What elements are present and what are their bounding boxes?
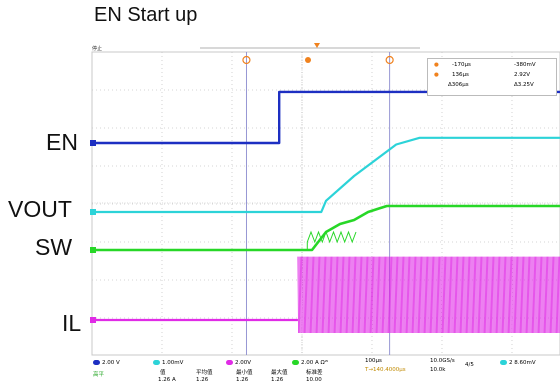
page-title: EN Start up bbox=[94, 4, 198, 26]
ch4-marker bbox=[90, 247, 96, 253]
stat-header-2: 最小值 bbox=[236, 370, 253, 376]
ch1-scale[interactable]: 2.00 V bbox=[93, 360, 120, 366]
trace-SW-ringing bbox=[306, 230, 357, 251]
record-length: 10.0k bbox=[430, 367, 446, 373]
trigger-chip bbox=[500, 360, 507, 365]
stat-header-4: 标准差 bbox=[306, 370, 323, 376]
trigger-time: T→140.4000μs bbox=[365, 367, 406, 373]
stat-header-3: 最大值 bbox=[271, 370, 288, 376]
ch3-chip bbox=[226, 360, 233, 365]
trace-EN bbox=[92, 90, 560, 145]
readout-line3-right: Δ3.25V bbox=[514, 82, 534, 88]
label-il: IL bbox=[62, 310, 82, 336]
ch2-scale-text: 1.00mV bbox=[162, 360, 184, 366]
cursor-marker-2 bbox=[385, 55, 394, 65]
ch4-scale[interactable]: 2.00 A Ωᵂ bbox=[292, 360, 328, 366]
trigger-channel: 2 bbox=[509, 360, 513, 366]
ch4-scale-text: 2.00 A Ωᵂ bbox=[301, 360, 329, 366]
ch1-scale-text: 2.00 V bbox=[102, 360, 120, 366]
stat-value-1: 1.26 bbox=[196, 377, 209, 383]
status-text: 停止 bbox=[92, 46, 103, 52]
ch1-chip bbox=[93, 360, 100, 365]
stat-value-4: 10.00 bbox=[306, 377, 322, 383]
stat-value-0: 1.26 A bbox=[158, 377, 176, 383]
trigger-setting[interactable]: 2 8.60mV bbox=[500, 360, 536, 366]
ch4-chip bbox=[292, 360, 299, 365]
traces bbox=[92, 90, 560, 334]
timebase[interactable]: 100μs bbox=[365, 358, 382, 364]
cursor-marker-1 bbox=[242, 55, 251, 65]
ch3-scale-text: 2.00V bbox=[235, 360, 252, 366]
channel-markers bbox=[90, 140, 96, 323]
top-markers bbox=[200, 43, 420, 65]
stat-value-3: 1.26 bbox=[271, 377, 284, 383]
cursor-a-marker: ● bbox=[434, 62, 439, 68]
acq-points: 4/5 bbox=[465, 362, 474, 368]
stat-header-0: 值 bbox=[160, 370, 166, 376]
ch2-chip bbox=[153, 360, 160, 365]
trigger-arrow-icon bbox=[314, 43, 320, 48]
label-vout: VOUT bbox=[8, 196, 72, 222]
cursor-readout: ● -170μs -380mV ● 136μs 2.92V Δ306μs Δ3.… bbox=[427, 58, 557, 96]
trace-SW bbox=[92, 204, 560, 252]
ch1-marker bbox=[90, 140, 96, 146]
trace-VOUT bbox=[92, 136, 560, 214]
ch2-scale[interactable]: 1.00mV bbox=[153, 360, 183, 366]
readout-line1-left: -170μs bbox=[452, 62, 471, 68]
stats-row-label: 高平 bbox=[93, 372, 105, 378]
readout-line3-left: Δ306μs bbox=[448, 82, 469, 88]
label-en: EN bbox=[46, 129, 78, 155]
trace-IL-ripple bbox=[297, 256, 560, 334]
trigger-level: 8.60mV bbox=[514, 360, 536, 366]
readout-line1-right: -380mV bbox=[514, 62, 536, 68]
trigger-position-marker bbox=[305, 57, 311, 63]
ch2-marker bbox=[90, 209, 96, 215]
stat-header-1: 平均值 bbox=[196, 370, 213, 376]
readout-line2-left: 136μs bbox=[452, 72, 469, 78]
stat-value-2: 1.26 bbox=[236, 377, 249, 383]
ch3-scale[interactable]: 2.00V bbox=[226, 360, 251, 366]
cursor-b-marker: ● bbox=[434, 72, 439, 78]
label-sw: SW bbox=[35, 234, 73, 260]
sample-rate: 10.0GS/s bbox=[430, 358, 455, 364]
ch3-marker bbox=[90, 317, 96, 323]
readout-line2-right: 2.92V bbox=[514, 72, 531, 78]
